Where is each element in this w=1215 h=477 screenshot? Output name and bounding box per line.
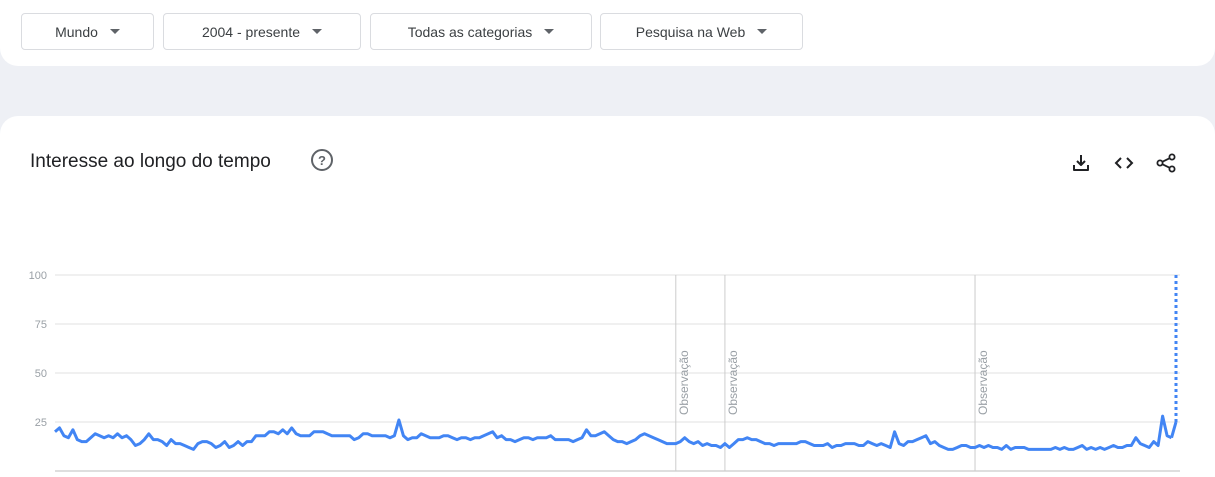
filter-period[interactable]: 2004 - presente: [163, 13, 361, 50]
filter-category-label: Todas as categorias: [407, 23, 533, 40]
share-icon[interactable]: [1155, 152, 1177, 174]
annotation-label: Observação: [677, 350, 691, 415]
series-line: [54, 414, 1173, 451]
annotation-label: Observação: [976, 350, 990, 415]
download-icon[interactable]: [1070, 152, 1092, 174]
caret-down-icon: [757, 29, 768, 34]
filters-bar: Mundo 2004 - presente Todas as categoria…: [0, 0, 1215, 66]
series-line-partial: [1170, 421, 1178, 439]
caret-down-icon: [544, 29, 555, 34]
filter-property-label: Pesquisa na Web: [635, 23, 746, 40]
filter-category[interactable]: Todas as categorias: [370, 13, 592, 50]
y-tick-label: 100: [29, 270, 47, 282]
caret-down-icon: [312, 29, 323, 34]
annotation-label: Observação: [726, 350, 740, 415]
filter-region[interactable]: Mundo: [21, 13, 154, 50]
y-tick-label: 75: [35, 319, 47, 331]
filter-period-label: 2004 - presente: [201, 23, 301, 40]
filter-region-label: Mundo: [55, 23, 98, 40]
y-tick-label: 25: [35, 417, 47, 429]
embed-icon[interactable]: [1113, 152, 1135, 174]
interest-over-time-card: Interesse ao longo do tempo ?: [0, 116, 1215, 477]
card-title: Interesse ao longo do tempo: [30, 151, 271, 172]
y-tick-label: 50: [35, 368, 47, 380]
caret-down-icon: [109, 29, 120, 34]
filter-property[interactable]: Pesquisa na Web: [600, 13, 803, 50]
help-icon[interactable]: ?: [311, 149, 333, 171]
